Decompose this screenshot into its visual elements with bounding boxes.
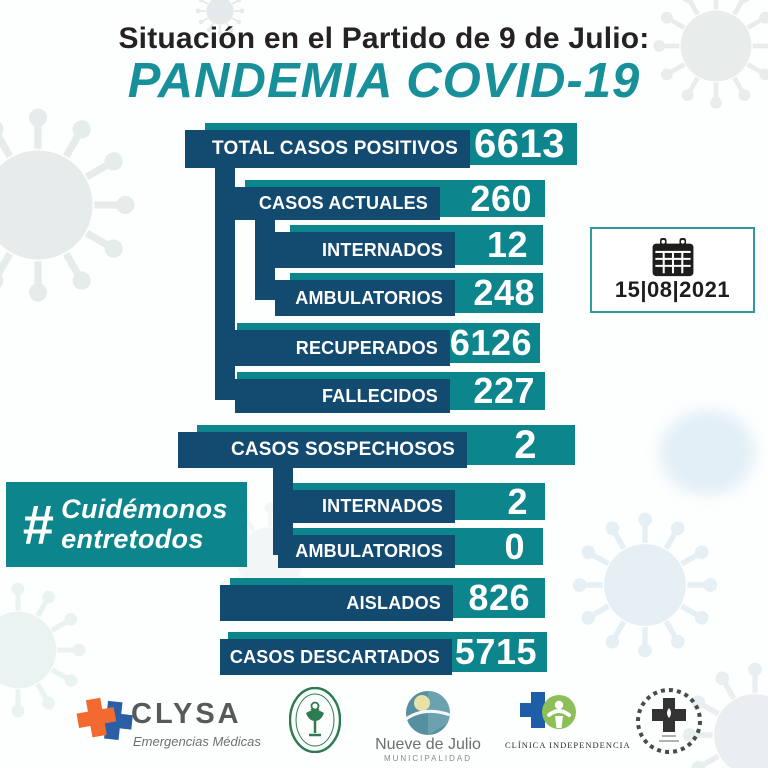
logo-municipalidad: Nueve de Julio MUNICIPALIDAD [368, 690, 488, 763]
stat-value: 826 [468, 577, 530, 618]
stat-label: INTERNADOS [321, 239, 443, 260]
stat-row-internados-sospechosos: INTERNADOS 2 [278, 480, 545, 523]
logo-clysa: CLYSA Emergencias Médicas [75, 692, 265, 756]
municipality-emblem-icon [405, 691, 451, 735]
stat-row-recuperados: RECUPERADOS 6126 [235, 322, 540, 366]
stat-label-bar: AISLADOS [220, 585, 453, 621]
stat-row-ambulatorios-sospechosos: AMBULATORIOS 0 [278, 525, 543, 568]
stat-row-casos-actuales: CASOS ACTUALES 260 [233, 177, 545, 220]
clysa-logo-text: CLYSA [131, 698, 242, 730]
stat-value: 0 [504, 525, 525, 567]
stat-label-bar: FALLECIDOS [235, 379, 450, 413]
stat-value: 6613 [474, 121, 565, 166]
clinic-cross-person-icon [519, 692, 576, 729]
stat-label-bar: AMBULATORIOS [275, 280, 455, 316]
calendar-icon [652, 238, 693, 277]
stat-value: 6126 [449, 322, 532, 363]
stat-row-ambulatorios-actuales: AMBULATORIOS 248 [275, 272, 543, 316]
pharmacy-cup-and-snake-seal [288, 686, 342, 754]
municipality-name: Nueve de Julio [375, 736, 481, 753]
stat-label: TOTAL CASOS POSITIVOS [212, 138, 458, 159]
tree-connector [215, 160, 235, 400]
stat-label: AMBULATORIOS [295, 287, 443, 308]
stat-value: 227 [473, 370, 535, 411]
municipality-subtitle: MUNICIPALIDAD [383, 754, 473, 763]
page-subtitle: PANDEMIA COVID-19 [127, 54, 641, 108]
stat-label-bar: CASOS ACTUALES [233, 187, 440, 220]
stat-label-bar: TOTAL CASOS POSITIVOS [185, 130, 470, 168]
stat-value: 248 [473, 272, 535, 313]
stat-value: 260 [470, 177, 532, 219]
stat-row-internados-actuales: INTERNADOS 12 [275, 224, 543, 268]
stat-row-casos-descartados: CASOS DESCARTADOS 5715 [220, 631, 547, 675]
stat-label: CASOS DESCARTADOS [229, 646, 440, 667]
stat-label: CASOS ACTUALES [258, 193, 428, 213]
logo-pharmacy-seal [288, 686, 342, 754]
tree-connector [255, 212, 275, 300]
hash-icon: # [22, 492, 54, 556]
hashtag-banner: # Cuidémonos entretodos [6, 482, 247, 567]
virus-decoration [570, 510, 720, 660]
stat-label: FALLECIDOS [321, 385, 438, 406]
medical-crosses-icon [76, 697, 133, 740]
stat-value: 12 [486, 224, 528, 265]
stat-label: AMBULATORIOS [295, 541, 443, 561]
stat-label: AISLADOS [346, 592, 441, 613]
date-text: 15|08|2021 [614, 277, 731, 302]
clysa-tagline: Emergencias Médicas [133, 734, 261, 749]
stat-row-total-casos-positivos: TOTAL CASOS POSITIVOS 6613 [185, 121, 577, 168]
date-card: 15|08|2021 [590, 227, 755, 313]
stat-row-fallecidos: FALLECIDOS 227 [235, 370, 545, 413]
stat-label-bar: CASOS DESCARTADOS [220, 639, 452, 675]
hashtag-line2: entretodos [61, 523, 204, 554]
stat-label-bar: RECUPERADOS [235, 330, 450, 366]
stat-value: 2 [507, 480, 528, 522]
stat-label-bar: CASOS SOSPECHOSOS [178, 432, 467, 468]
stat-row-casos-sospechosos: CASOS SOSPECHOSOS 2 [178, 422, 575, 468]
scalloped-cross-seal-icon [636, 688, 702, 754]
page-title: Situación en el Partido de 9 de Julio: [118, 22, 650, 55]
stat-label-bar: AMBULATORIOS [278, 535, 455, 568]
clinica-name: CLÍNICA INDEPENDENCIA [505, 740, 631, 750]
stat-label: CASOS SOSPECHOSOS [230, 439, 455, 460]
blob-decoration [660, 410, 755, 495]
stat-value: 2 [514, 422, 537, 467]
logo-clinica-independencia: CLÍNICA INDEPENDENCIA [505, 688, 631, 754]
stat-label: INTERNADOS [321, 496, 443, 516]
stat-label-bar: INTERNADOS [278, 490, 455, 523]
virus-decoration [0, 105, 138, 305]
stat-value: 5715 [454, 631, 537, 672]
hashtag-line1: Cuidémonos [61, 493, 228, 524]
logo-round-seal [634, 686, 704, 756]
stat-label: RECUPERADOS [295, 337, 438, 358]
stat-label-bar: INTERNADOS [275, 232, 455, 268]
stat-row-aislados: AISLADOS 826 [220, 577, 545, 621]
